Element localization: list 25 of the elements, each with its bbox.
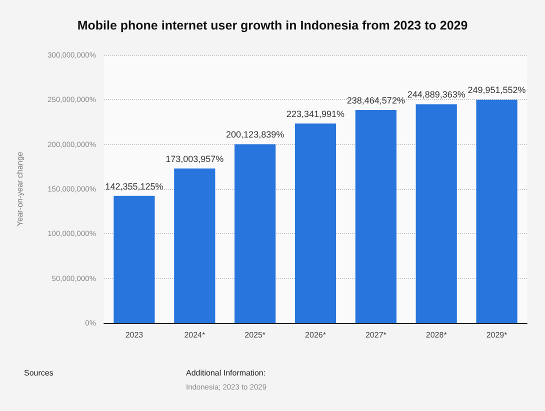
bar (174, 168, 216, 323)
data-label: 238,464,572% (346, 95, 405, 106)
y-axis-title: Year-on-year change (16, 151, 24, 226)
x-tick-label: 2029* (486, 330, 508, 340)
bar (355, 110, 396, 323)
x-tick-label: 2026* (305, 330, 326, 340)
data-label: 223,341,991% (286, 108, 345, 119)
x-tick-label: 2027* (365, 330, 386, 340)
x-tick-label: 2025* (244, 330, 266, 340)
bar (416, 104, 457, 323)
data-label: 244,889,363% (407, 90, 466, 100)
text: Additional Information: (186, 368, 266, 378)
data-label: 142,355,125% (105, 181, 164, 192)
bar (114, 196, 155, 323)
bar (476, 100, 518, 323)
data-label: 200,123,839% (226, 130, 284, 140)
x-tick-label: 2028* (426, 330, 447, 340)
text: Sources (24, 368, 54, 378)
chart-title: Mobile phone internet user growth in Indonesia from 2023 to 2029 (77, 18, 468, 32)
x-tick-label: 2023 (125, 330, 144, 340)
bar (234, 144, 276, 323)
x-tick-label: 2024* (184, 330, 206, 340)
data-label: 173,003,957% (166, 154, 224, 164)
bar (294, 123, 336, 323)
data-label: 249,951,552% (468, 85, 526, 96)
